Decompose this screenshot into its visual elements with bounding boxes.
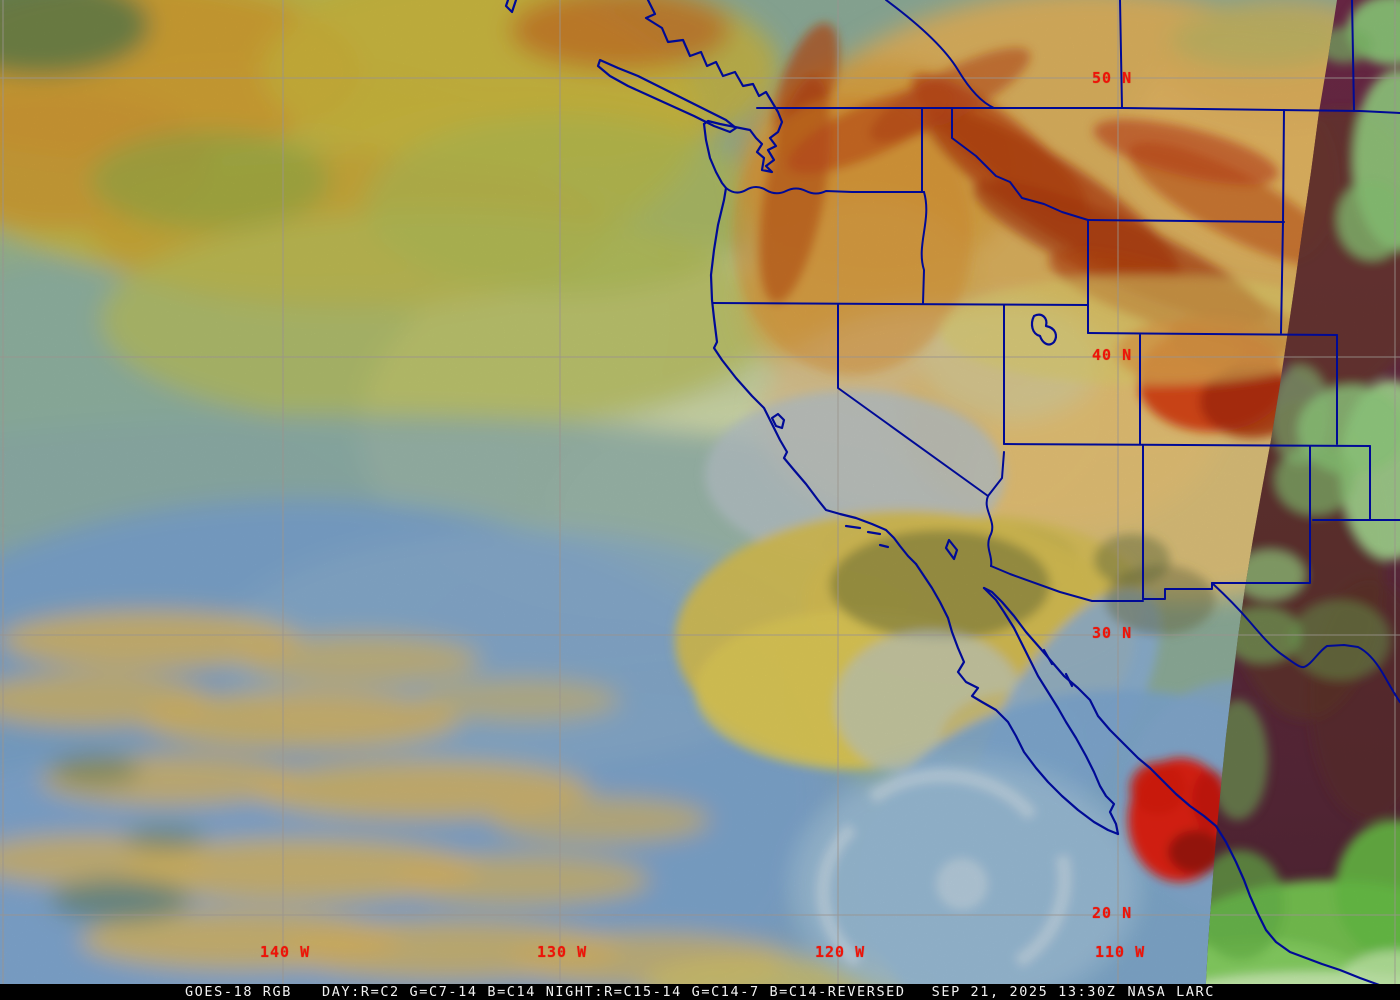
lat-label-50n: 50 N xyxy=(1092,69,1133,87)
or-id-border xyxy=(920,191,928,304)
vancouver-island xyxy=(596,58,738,134)
baja-west-coast xyxy=(914,562,1120,836)
ca-nv-diagonal xyxy=(837,304,989,497)
alberta-saskatchewan-border xyxy=(1119,0,1123,109)
nm-bootheel xyxy=(1142,582,1213,600)
us-west-coast xyxy=(702,122,918,566)
status-timestamp: SEP 21, 2025 13:30Z xyxy=(931,984,1117,1000)
channel-islands xyxy=(844,524,890,549)
status-bar: GOES-18 RGB DAY:R=C2 G=C7-14 B=C14 NIGHT… xyxy=(0,984,1400,1000)
mt-nd-wy-east-border xyxy=(1280,109,1285,334)
41n-border xyxy=(1087,332,1338,336)
wa-or-border xyxy=(725,186,925,195)
status-credit: NASA LARC xyxy=(1127,984,1216,1000)
coastline xyxy=(504,0,1400,992)
lat-label-40n: 40 N xyxy=(1092,346,1133,364)
az-mexico-border xyxy=(990,565,1144,602)
lon-label-110w: 110 W xyxy=(1095,943,1146,961)
ca-az-colorado-river xyxy=(985,495,994,567)
ok-tx-panhandle-borders xyxy=(1312,445,1400,521)
haida-gwaii-tip xyxy=(504,0,518,14)
baja-east-coast xyxy=(982,586,1120,836)
us-canada-border xyxy=(756,107,1400,114)
nm-east-south-border xyxy=(1211,445,1311,584)
id-mt-border xyxy=(951,107,1089,221)
state-borders xyxy=(712,0,1400,703)
bc-alberta-border xyxy=(885,0,995,109)
42n-border xyxy=(712,302,1089,306)
rio-grande-border xyxy=(1211,582,1400,703)
gulf-islands xyxy=(1042,648,1074,688)
lon-label-120w: 120 W xyxy=(815,943,866,961)
status-product: GOES-18 RGB xyxy=(184,984,292,1000)
lat-label-20n: 20 N xyxy=(1092,904,1133,922)
great-salt-lake xyxy=(1030,313,1057,346)
mt-wy-border xyxy=(1087,219,1285,223)
salton-sea xyxy=(944,538,959,561)
saskatchewan-manitoba-border xyxy=(1351,0,1355,112)
lat-label-30n: 30 N xyxy=(1092,624,1133,642)
lon-label-140w: 140 W xyxy=(260,943,311,961)
37n-border xyxy=(1003,443,1371,447)
san-francisco-bay xyxy=(770,412,786,430)
bc-fjord-coast xyxy=(644,0,784,174)
nv-az-river xyxy=(987,451,1005,497)
status-rgb-recipe: DAY:R=C2 G=C7-14 B=C14 NIGHT:R=C15-14 G=… xyxy=(321,984,906,1000)
lon-label-130w: 130 W xyxy=(537,943,588,961)
